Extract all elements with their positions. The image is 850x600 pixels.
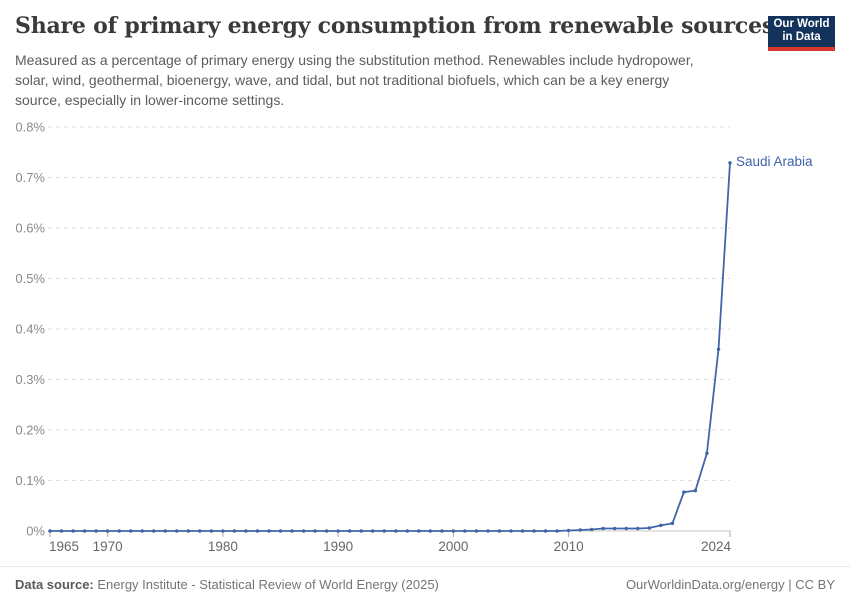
- chart-footer: Data source: Energy Institute - Statisti…: [0, 566, 850, 592]
- data-point: [336, 529, 340, 533]
- y-tick-label: 0.4%: [15, 322, 45, 337]
- data-source-label: Data source:: [15, 577, 94, 592]
- data-point: [543, 529, 548, 533]
- data-source: Data source: Energy Institute - Statisti…: [15, 577, 439, 592]
- data-point: [624, 526, 629, 531]
- data-point: [94, 529, 98, 533]
- data-point: [636, 526, 640, 531]
- x-tick-label: 2024: [701, 539, 732, 554]
- data-point: [417, 529, 421, 533]
- data-point: [301, 529, 306, 533]
- data-point: [716, 347, 721, 351]
- data-point: [670, 521, 675, 526]
- data-point: [394, 529, 398, 533]
- x-tick-label: 1970: [93, 539, 123, 554]
- data-point: [290, 529, 294, 533]
- x-tick-label: 1990: [323, 539, 353, 554]
- data-point: [682, 490, 686, 494]
- chart-subtitle: Measured as a percentage of primary ener…: [15, 50, 770, 110]
- license-note: OurWorldinData.org/energy | CC BY: [625, 577, 835, 592]
- subtitle-line: solar, wind, geothermal, bioenergy, wave…: [15, 72, 670, 88]
- x-tick-label: 1965: [49, 539, 79, 554]
- owid-logo: Our World in Data: [768, 16, 835, 51]
- owid-logo-text: Our World in Data: [768, 16, 835, 47]
- data-point: [486, 529, 490, 533]
- data-point: [198, 529, 202, 533]
- data-point: [566, 528, 571, 533]
- data-point: [71, 529, 75, 533]
- data-point: [382, 529, 386, 533]
- page-title: Share of primary energy consumption from…: [15, 13, 775, 39]
- data-point: [313, 529, 317, 533]
- data-point: [451, 529, 456, 533]
- data-point: [728, 161, 732, 165]
- data-point: [140, 529, 144, 533]
- data-point: [117, 529, 121, 533]
- data-point: [532, 529, 536, 533]
- data-point: [405, 529, 410, 533]
- data-point: [589, 527, 594, 532]
- y-tick-label: 0.1%: [15, 473, 45, 488]
- data-point: [324, 529, 329, 533]
- series-line: [49, 161, 731, 532]
- y-tick-label: 0.3%: [15, 372, 45, 387]
- data-point: [278, 529, 283, 533]
- data-source-text: Energy Institute - Statistical Review of…: [93, 577, 439, 592]
- data-point: [232, 529, 237, 533]
- x-tick-label: 2000: [438, 539, 468, 554]
- data-point: [82, 529, 87, 533]
- y-tick-label: 0.2%: [15, 423, 45, 438]
- y-tick-label: 0.7%: [15, 170, 45, 185]
- data-point: [474, 529, 479, 533]
- data-point: [463, 529, 467, 533]
- data-point: [128, 529, 133, 533]
- y-tick-label: 0.6%: [15, 221, 45, 236]
- data-point: [509, 529, 513, 533]
- x-tick-label: 2010: [554, 539, 584, 554]
- data-point: [359, 529, 363, 533]
- data-point: [440, 529, 444, 533]
- data-point: [428, 529, 433, 533]
- y-tick-label: 0%: [26, 524, 45, 539]
- data-point: [186, 529, 191, 533]
- owid-logo-redbar: [768, 46, 835, 51]
- subtitle-line: source, especially in lower-income setti…: [15, 92, 285, 108]
- data-point: [48, 529, 52, 533]
- y-tick-label: 0.5%: [15, 271, 45, 286]
- data-point: [209, 529, 214, 533]
- data-point: [221, 529, 225, 533]
- subtitle-line: Measured as a percentage of primary ener…: [15, 52, 694, 68]
- data-point: [647, 526, 652, 530]
- data-point: [693, 488, 698, 493]
- data-point: [659, 523, 663, 528]
- data-point: [59, 529, 64, 533]
- data-point: [105, 529, 110, 533]
- data-point: [578, 528, 582, 532]
- data-point: [175, 529, 179, 533]
- data-point: [520, 529, 525, 533]
- x-tick-label: 1980: [208, 539, 238, 554]
- data-point: [151, 529, 156, 533]
- data-point: [370, 529, 375, 533]
- data-point: [255, 529, 260, 533]
- data-point: [244, 529, 248, 533]
- data-point: [267, 529, 271, 533]
- data-point: [347, 529, 352, 533]
- data-point: [497, 529, 502, 533]
- data-point: [612, 526, 617, 531]
- series-label-saudi-arabia: Saudi Arabia: [736, 153, 813, 169]
- data-point: [555, 529, 559, 533]
- data-point: [601, 526, 605, 531]
- data-point: [705, 451, 709, 455]
- y-tick-label: 0.8%: [15, 120, 45, 135]
- data-point: [163, 529, 168, 533]
